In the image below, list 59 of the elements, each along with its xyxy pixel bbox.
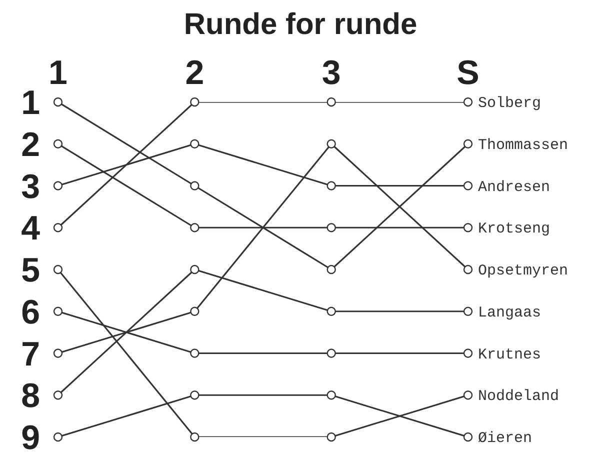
- y-tick-label: 9: [21, 419, 40, 458]
- series-label: Øieren: [478, 430, 532, 447]
- point: [463, 181, 473, 190]
- point: [326, 181, 336, 190]
- point: [53, 139, 63, 148]
- point: [326, 223, 336, 232]
- point: [53, 223, 63, 232]
- point: [326, 306, 336, 316]
- point: [463, 97, 473, 107]
- point: [463, 348, 473, 358]
- point: [190, 97, 200, 107]
- point: [190, 264, 200, 274]
- point: [53, 432, 63, 442]
- x-tick-label: 3: [322, 54, 341, 92]
- series-label: Opsetmyren: [478, 262, 568, 280]
- y-tick-label: 2: [21, 126, 40, 164]
- x-tick-label: 1: [48, 54, 68, 92]
- y-tick-label: 4: [21, 210, 40, 248]
- point: [326, 139, 336, 148]
- x-tick-label: S: [456, 54, 480, 92]
- y-tick-label: 8: [21, 377, 40, 416]
- y-tick-label: 7: [21, 335, 40, 374]
- point: [326, 348, 336, 358]
- y-tick-label: 5: [21, 252, 40, 290]
- point: [190, 139, 200, 148]
- series-label: Thommassen: [478, 136, 568, 154]
- point: [190, 181, 200, 190]
- point: [463, 306, 473, 316]
- chart-title: Runde for runde: [182, 8, 418, 42]
- point: [190, 390, 200, 400]
- series-label: Noddeland: [478, 388, 560, 406]
- series-label: Langaas: [478, 304, 542, 322]
- point: [463, 264, 473, 274]
- point: [326, 97, 336, 107]
- y-tick-label: 3: [21, 168, 40, 206]
- point: [326, 264, 336, 274]
- point: [53, 348, 63, 358]
- point: [326, 390, 336, 400]
- series-label: Andresen: [478, 178, 550, 196]
- point: [190, 348, 200, 358]
- point: [190, 432, 200, 442]
- point: [463, 432, 473, 442]
- point: [53, 306, 63, 316]
- x-tick-label: 2: [185, 54, 204, 92]
- series-label: Solberg: [478, 95, 542, 112]
- point: [53, 390, 63, 400]
- point: [53, 264, 63, 274]
- point: [463, 139, 473, 148]
- series-label: Krutnes: [478, 346, 542, 364]
- point: [190, 306, 200, 316]
- y-tick-label: 1: [21, 84, 40, 122]
- point: [53, 97, 63, 107]
- series-label: Krotseng: [478, 220, 550, 238]
- y-tick-label: 6: [21, 293, 40, 332]
- point: [463, 390, 473, 400]
- point: [463, 223, 473, 232]
- point: [190, 223, 200, 232]
- point: [53, 181, 63, 190]
- point: [326, 432, 336, 442]
